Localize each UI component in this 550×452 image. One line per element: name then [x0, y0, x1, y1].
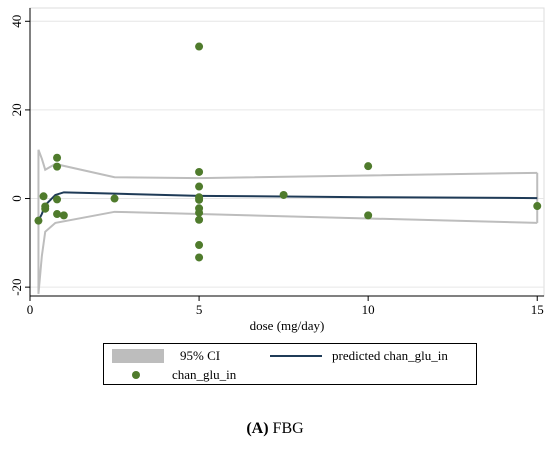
ci-swatch	[112, 349, 164, 363]
data-point	[53, 153, 62, 162]
caption-text: FBG	[268, 420, 304, 437]
data-point	[364, 162, 373, 171]
legend: 95% CI predicted chan_glu_in chan_glu_in	[103, 343, 477, 385]
y-tick-label: -20	[9, 278, 24, 295]
legend-ci-label: 95% CI	[180, 348, 221, 363]
data-point	[195, 253, 204, 262]
dot-swatch	[132, 371, 140, 379]
y-tick-label: 20	[9, 103, 24, 116]
x-axis-title: dose (mg/day)	[250, 318, 325, 333]
data-point	[34, 216, 43, 225]
y-tick-label: 40	[9, 15, 24, 28]
x-tick-label: 0	[27, 302, 34, 317]
data-point	[195, 215, 204, 224]
data-point	[533, 202, 542, 211]
data-point	[195, 182, 204, 191]
data-point	[195, 208, 204, 217]
data-point	[53, 195, 62, 204]
data-point	[53, 210, 62, 219]
figure-caption: (A) FBG	[0, 420, 550, 438]
data-point	[279, 190, 288, 199]
legend-line-label: predicted chan_glu_in	[332, 348, 448, 363]
data-point	[195, 241, 204, 250]
legend-dot-label: chan_glu_in	[172, 367, 237, 382]
data-point	[195, 195, 204, 204]
caption-panel: (A)	[246, 420, 269, 437]
x-tick-label: 5	[196, 302, 203, 317]
data-point	[364, 211, 373, 220]
data-point	[53, 162, 62, 171]
data-point	[195, 42, 204, 51]
data-point	[195, 167, 204, 176]
line-swatch	[270, 355, 322, 357]
data-point	[41, 204, 50, 213]
x-tick-label: 15	[531, 302, 544, 317]
data-point	[59, 211, 68, 220]
plot-area	[29, 7, 545, 297]
x-tick-label: 10	[362, 302, 375, 317]
y-tick-label: 0	[9, 195, 24, 202]
data-point	[39, 192, 48, 201]
data-point	[110, 194, 119, 203]
